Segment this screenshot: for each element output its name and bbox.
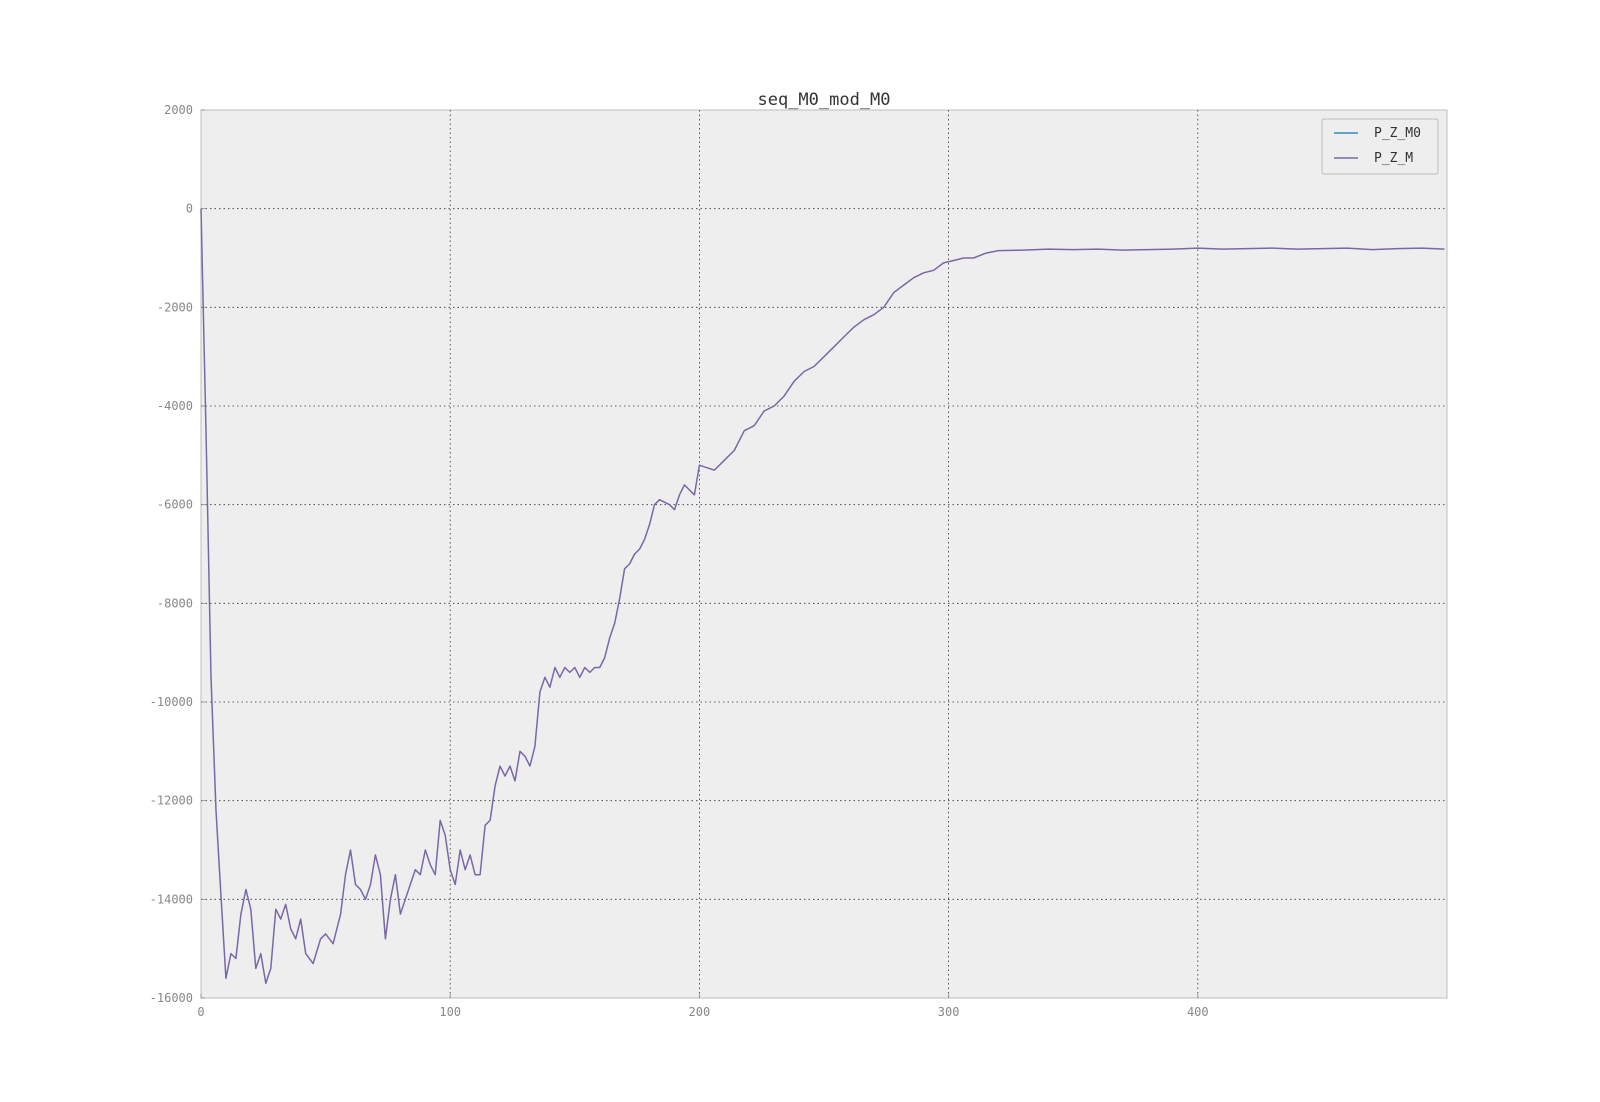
legend-label-p-z-m0: P_Z_M0 xyxy=(1374,126,1421,141)
y-tick-label: -6000 xyxy=(157,498,193,512)
x-tick-label: 200 xyxy=(689,1005,711,1019)
y-tick-label: -2000 xyxy=(157,300,193,314)
chart-title: seq_M0_mod_M0 xyxy=(757,90,890,110)
y-tick-label: -10000 xyxy=(150,695,193,709)
y-tick-label: -8000 xyxy=(157,596,193,610)
x-tick-label: 100 xyxy=(439,1005,461,1019)
grid-lines xyxy=(201,110,1447,998)
y-tick-label: -12000 xyxy=(150,794,193,808)
x-axis-ticks: 0 100 200 300 400 xyxy=(197,994,1209,1019)
plot-area xyxy=(200,109,1448,999)
series-line-p-z-m xyxy=(200,208,1445,984)
x-tick-label: 300 xyxy=(938,1005,960,1019)
y-tick-label: -4000 xyxy=(157,399,193,413)
legend-label-p-z-m: P_Z_M xyxy=(1374,151,1413,166)
series-lines xyxy=(200,208,1445,984)
legend: P_Z_M0 P_Z_M xyxy=(1321,118,1439,175)
y-axis-ticks: 2000 0 -2000 -4000 -6000 -8000 -10000 -12000 -14… xyxy=(150,103,205,1005)
y-tick-label: -16000 xyxy=(150,991,193,1005)
x-tick-label: 0 xyxy=(197,1005,204,1019)
y-tick-label: 2000 xyxy=(164,103,193,117)
x-tick-label: 400 xyxy=(1187,1005,1209,1019)
y-tick-label: 0 xyxy=(186,202,193,216)
y-tick-label: -14000 xyxy=(150,892,193,906)
